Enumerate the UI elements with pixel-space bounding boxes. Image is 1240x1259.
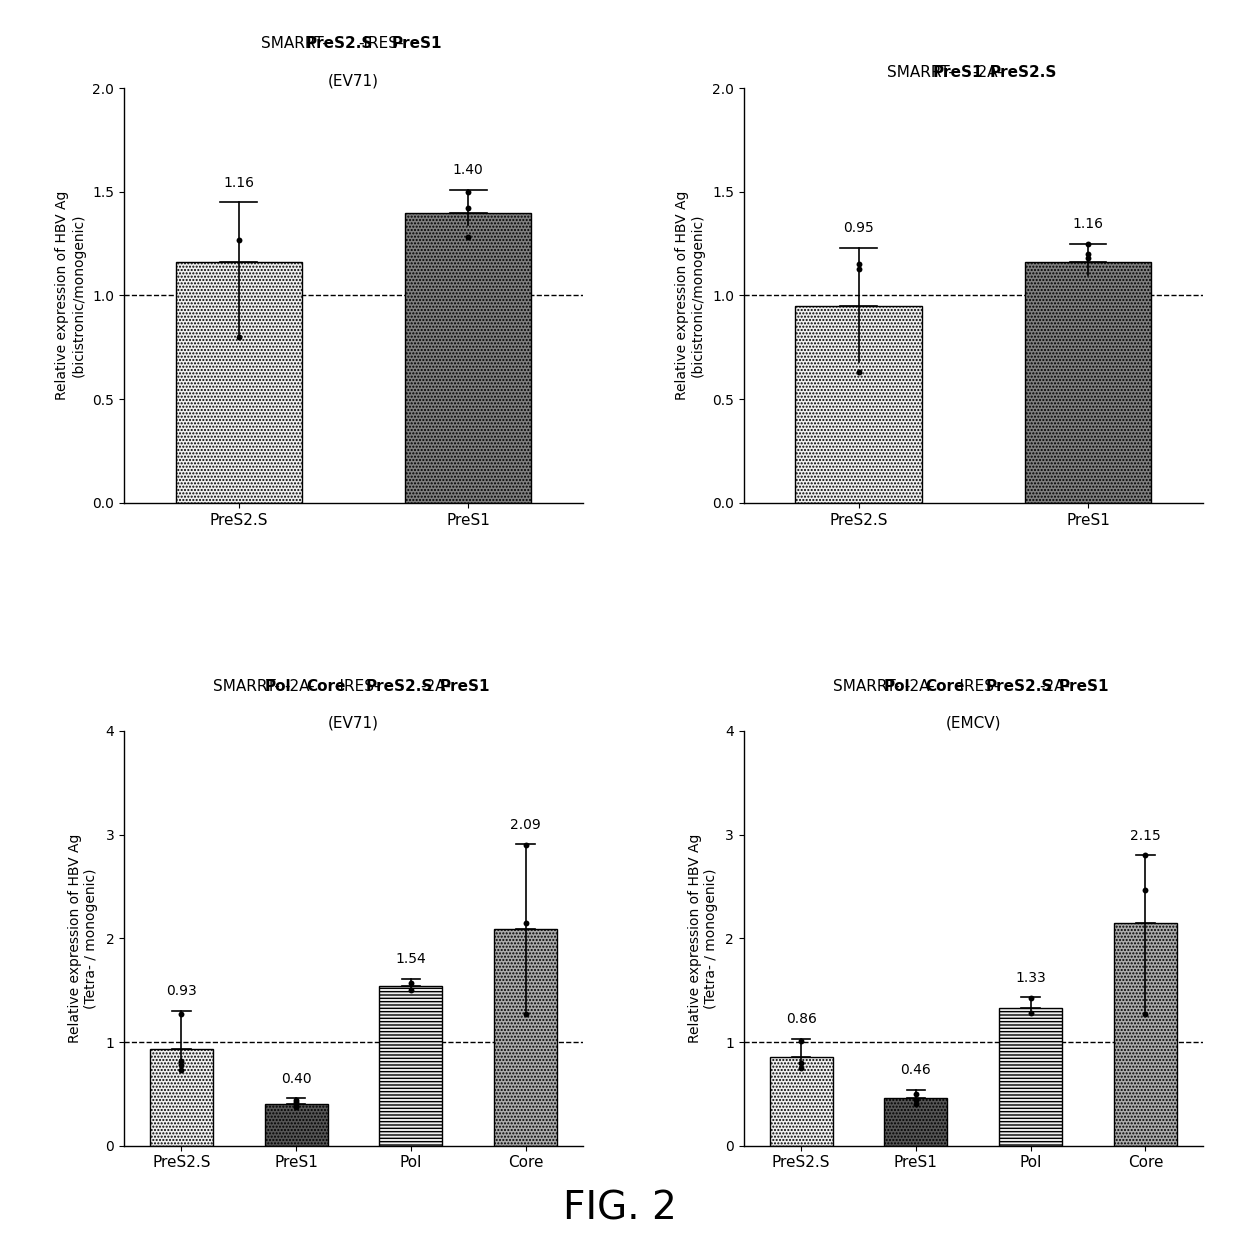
Point (401, 980, 420, 1000)
Point (848, 258, 868, 278)
Text: PreS1: PreS1 (1059, 679, 1110, 694)
Text: SMARRT-: SMARRT- (213, 679, 280, 694)
Point (906, 1090, 926, 1110)
Text: -2A-: -2A- (1039, 679, 1070, 694)
Bar (884, 1098, 947, 1146)
Point (401, 973, 420, 993)
Point (286, 1098, 306, 1118)
Text: PreS1: PreS1 (391, 35, 441, 50)
Point (171, 1055, 191, 1075)
Text: 0.93: 0.93 (166, 985, 197, 998)
Point (229, 229, 249, 249)
Bar (999, 1007, 1063, 1146)
Point (906, 1094, 926, 1114)
Point (516, 1003, 536, 1024)
Text: Pol: Pol (884, 679, 910, 694)
Point (1136, 880, 1156, 900)
Text: PreS1: PreS1 (932, 64, 983, 79)
Point (1021, 988, 1040, 1008)
Text: PreS2.S: PreS2.S (305, 35, 373, 50)
Text: 1.33: 1.33 (1016, 971, 1047, 985)
Point (848, 363, 868, 383)
Bar (264, 1104, 327, 1146)
Point (171, 1003, 191, 1024)
Text: SMARRT-: SMARRT- (887, 64, 954, 79)
Point (459, 181, 479, 201)
Point (171, 1060, 191, 1080)
Point (1078, 244, 1097, 264)
Point (171, 1050, 191, 1070)
Text: 1.40: 1.40 (453, 164, 484, 178)
Text: PreS2.S: PreS2.S (986, 679, 1053, 694)
Text: 1.16: 1.16 (1073, 218, 1104, 232)
Text: -2A-: -2A- (904, 679, 935, 694)
Bar (1025, 262, 1151, 502)
Point (1136, 845, 1156, 865)
Text: Core: Core (925, 679, 965, 694)
Point (459, 228, 479, 248)
Bar (379, 986, 443, 1146)
Bar (1114, 923, 1177, 1146)
Point (791, 1031, 811, 1051)
Text: FIG. 2: FIG. 2 (563, 1190, 677, 1228)
Text: Pol: Pol (264, 679, 291, 694)
Text: Core: Core (306, 679, 345, 694)
Y-axis label: Relative expression of HBV Ag
(bicistronic/monogenic): Relative expression of HBV Ag (bicistron… (675, 191, 706, 400)
Text: PreS1: PreS1 (439, 679, 490, 694)
Text: -IRES-: -IRES- (955, 679, 999, 694)
Text: 1.16: 1.16 (223, 176, 254, 190)
Text: -2A-: -2A- (972, 64, 1003, 79)
Text: (EMCV): (EMCV) (946, 716, 1001, 731)
Text: 1.54: 1.54 (396, 952, 427, 967)
Y-axis label: Relative expression of HBV Ag
(Tetra- / monogenic): Relative expression of HBV Ag (Tetra- / … (68, 833, 98, 1042)
Point (1136, 1003, 1156, 1024)
Y-axis label: Relative expression of HBV Ag
(bicistronic/monogenic): Relative expression of HBV Ag (bicistron… (55, 191, 86, 400)
Point (459, 199, 479, 219)
Point (516, 835, 536, 855)
Point (906, 1084, 926, 1104)
Point (286, 1094, 306, 1114)
Text: 0.40: 0.40 (280, 1071, 311, 1085)
Text: SMARRT-: SMARRT- (260, 35, 327, 50)
Text: -IRES-: -IRES- (358, 35, 404, 50)
Bar (405, 213, 532, 502)
Text: -2A-: -2A- (284, 679, 315, 694)
Point (286, 1090, 306, 1110)
Point (1078, 248, 1097, 268)
Point (848, 254, 868, 274)
Text: SMARRT-: SMARRT- (832, 679, 899, 694)
Bar (770, 1056, 833, 1146)
Text: 0.46: 0.46 (900, 1064, 931, 1078)
Text: 2.09: 2.09 (511, 817, 541, 831)
Bar (176, 262, 301, 502)
Bar (494, 929, 557, 1146)
Bar (150, 1049, 213, 1146)
Text: PreS2.S: PreS2.S (366, 679, 433, 694)
Text: -2A-: -2A- (420, 679, 450, 694)
Point (791, 1058, 811, 1078)
Point (1021, 1003, 1040, 1024)
Text: -IRES-: -IRES- (335, 679, 379, 694)
Text: PreS2.S: PreS2.S (990, 64, 1056, 79)
Point (1078, 234, 1097, 254)
Text: (EV71): (EV71) (329, 73, 379, 88)
Point (516, 913, 536, 933)
Text: 0.95: 0.95 (843, 222, 874, 235)
Y-axis label: Relative expression of HBV Ag
(Tetra- / monogenic): Relative expression of HBV Ag (Tetra- / … (688, 833, 718, 1042)
Point (286, 1092, 306, 1112)
Bar (795, 306, 921, 502)
Text: 0.86: 0.86 (786, 1012, 817, 1026)
Point (229, 327, 249, 347)
Text: (EV71): (EV71) (329, 716, 379, 731)
Point (791, 1053, 811, 1073)
Text: 2.15: 2.15 (1130, 828, 1161, 844)
